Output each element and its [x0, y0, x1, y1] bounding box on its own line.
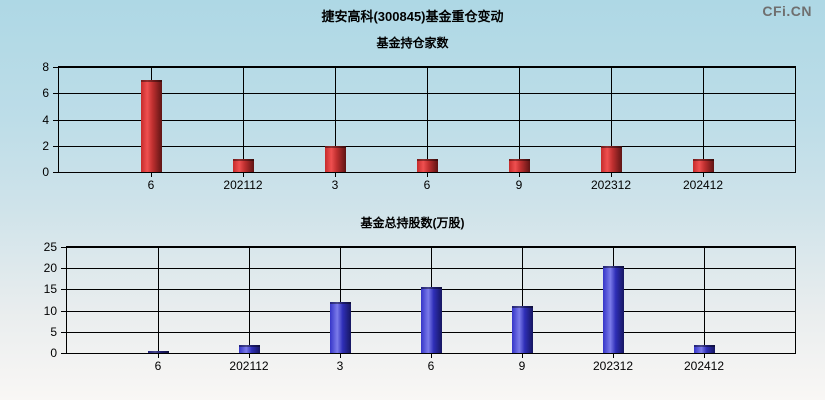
bar [417, 159, 438, 172]
x-axis-tick [249, 354, 250, 358]
bar-cap [141, 80, 162, 82]
y-tick-label: 6 [42, 86, 49, 100]
bar-cap [233, 159, 254, 161]
bar [421, 287, 442, 353]
x-tick-label: 202112 [223, 178, 263, 192]
y-tick-label: 8 [42, 60, 49, 74]
x-axis-tick [151, 173, 152, 177]
x-tick-label: 6 [154, 359, 162, 373]
gridline-vertical [243, 67, 244, 172]
cfi-logo: CFi.CN [762, 3, 812, 19]
y-axis-tick [61, 311, 66, 312]
x-tick-label: 3 [336, 359, 344, 373]
bar-cap [330, 302, 351, 304]
x-tick-label: 3 [331, 178, 339, 192]
x-axis-tick [340, 354, 341, 358]
bar-cap [512, 306, 533, 308]
top-chart-title: 基金持仓家数 [376, 36, 449, 50]
bar [233, 159, 254, 172]
x-axis-tick [613, 354, 614, 358]
bar-cap [601, 146, 622, 148]
bar [325, 146, 346, 172]
y-axis-tick [61, 268, 66, 269]
gridline-vertical [522, 247, 523, 353]
bottom-chart-plot-area [66, 246, 796, 354]
y-tick-label: 0 [50, 346, 57, 360]
bar-cap [148, 351, 169, 353]
x-tick-label: 9 [515, 178, 523, 192]
bar [601, 146, 622, 172]
bar [141, 80, 162, 172]
gridline-vertical [611, 67, 612, 172]
x-tick-label: 202112 [229, 359, 269, 373]
x-tick-label: 9 [518, 359, 526, 373]
y-axis-tick [61, 332, 66, 333]
y-axis-tick [53, 67, 58, 68]
x-tick-label: 6 [147, 178, 155, 192]
bar-cap [603, 266, 624, 268]
x-axis-tick [427, 173, 428, 177]
gridline-vertical [519, 67, 520, 172]
y-tick-label: 20 [43, 261, 57, 275]
bar [694, 345, 715, 353]
y-tick-label: 25 [43, 240, 57, 254]
y-axis-tick [53, 93, 58, 94]
y-axis-tick [61, 353, 66, 354]
gridline-vertical [249, 247, 250, 353]
bar-cap [509, 159, 530, 161]
x-axis-tick [158, 354, 159, 358]
y-axis-tick [53, 120, 58, 121]
x-tick-label: 6 [423, 178, 431, 192]
x-axis-tick [522, 354, 523, 358]
gridline-vertical [703, 67, 704, 172]
x-axis-tick [703, 173, 704, 177]
bar [693, 159, 714, 172]
y-axis-tick [53, 146, 58, 147]
bar [509, 159, 530, 172]
bar-cap [421, 287, 442, 289]
y-axis-tick [61, 247, 66, 248]
x-tick-label: 202412 [683, 359, 725, 373]
y-tick-label: 2 [42, 139, 49, 153]
bar-cap [694, 345, 715, 347]
bar [239, 345, 260, 353]
bar [148, 351, 169, 353]
x-axis-tick [611, 173, 612, 177]
x-tick-label: 202312 [590, 178, 632, 192]
bar-cap [417, 159, 438, 161]
bar-cap [239, 345, 260, 347]
gridline-vertical [340, 247, 341, 353]
gridline-vertical [427, 67, 428, 172]
y-tick-label: 15 [43, 282, 57, 296]
gridline-vertical [704, 247, 705, 353]
bar [512, 306, 533, 353]
y-axis-tick [53, 172, 58, 173]
bar [603, 266, 624, 353]
bar-cap [325, 146, 346, 148]
y-tick-label: 4 [42, 113, 49, 127]
bar [330, 302, 351, 353]
bottom-chart-title: 基金总持股数(万股) [360, 216, 465, 230]
y-tick-label: 5 [50, 325, 57, 339]
x-tick-label: 202412 [682, 178, 724, 192]
x-axis-tick [431, 354, 432, 358]
x-axis-tick [704, 354, 705, 358]
x-tick-label: 202312 [592, 359, 634, 373]
page-title: 捷安高科(300845)基金重仓变动 [321, 9, 504, 24]
x-axis-tick [243, 173, 244, 177]
y-axis-tick [61, 289, 66, 290]
y-tick-label: 0 [42, 165, 49, 179]
x-axis-tick [335, 173, 336, 177]
y-tick-label: 10 [43, 304, 57, 318]
top-chart-plot-area [58, 66, 796, 173]
gridline-vertical [158, 247, 159, 353]
bar-cap [693, 159, 714, 161]
gridline-vertical [335, 67, 336, 172]
x-axis-tick [519, 173, 520, 177]
x-tick-label: 6 [427, 359, 435, 373]
